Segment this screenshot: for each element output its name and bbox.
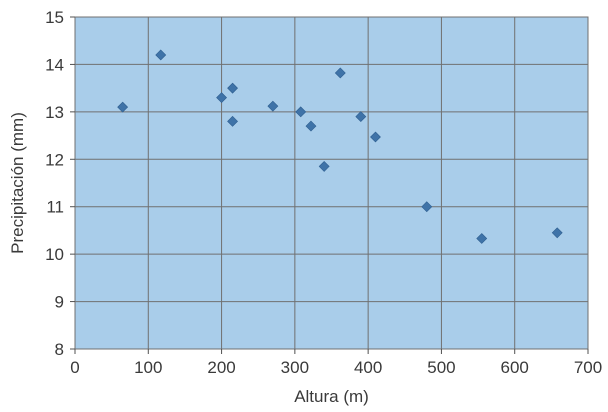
y-tick-label: 9 bbox=[55, 293, 64, 312]
x-tick-label: 700 bbox=[574, 358, 602, 377]
x-tick-label: 600 bbox=[501, 358, 529, 377]
x-tick-label: 300 bbox=[281, 358, 309, 377]
data-point bbox=[421, 201, 433, 213]
data-point bbox=[117, 101, 129, 113]
grid-lines bbox=[74, 16, 589, 350]
y-tick-label: 11 bbox=[46, 198, 64, 217]
data-point bbox=[227, 115, 238, 127]
data-point bbox=[227, 82, 238, 94]
data-point bbox=[305, 120, 317, 132]
x-tick-label: 200 bbox=[207, 358, 235, 377]
data-point bbox=[267, 100, 279, 112]
data-point bbox=[295, 106, 307, 118]
data-points bbox=[117, 49, 563, 244]
x-axis-label: Altura (m) bbox=[294, 387, 369, 406]
x-tick-label: 0 bbox=[70, 358, 79, 377]
y-tick-label: 14 bbox=[45, 55, 64, 74]
plot-area bbox=[74, 16, 589, 350]
data-point bbox=[355, 111, 367, 123]
data-point bbox=[318, 160, 330, 172]
x-axis-ticks: 0 100 200 300 400 500 600 700 bbox=[70, 349, 602, 377]
data-point bbox=[334, 67, 346, 79]
y-tick-label: 12 bbox=[45, 150, 64, 169]
y-tick-label: 13 bbox=[45, 103, 64, 122]
data-point bbox=[476, 233, 488, 244]
x-tick-label: 400 bbox=[354, 358, 382, 377]
data-point bbox=[155, 49, 167, 61]
x-tick-label: 100 bbox=[134, 358, 162, 377]
x-tick-label: 500 bbox=[427, 358, 455, 377]
y-tick-label: 8 bbox=[55, 340, 64, 359]
y-tick-label: 15 bbox=[45, 8, 64, 27]
y-tick-label: 10 bbox=[45, 245, 64, 264]
y-axis-label: Precipitación (mm) bbox=[8, 112, 27, 254]
y-axis-ticks: 8 9 10 11 12 13 14 15 bbox=[45, 8, 75, 359]
data-point bbox=[370, 131, 381, 143]
data-point bbox=[551, 227, 563, 239]
data-point bbox=[216, 92, 227, 104]
